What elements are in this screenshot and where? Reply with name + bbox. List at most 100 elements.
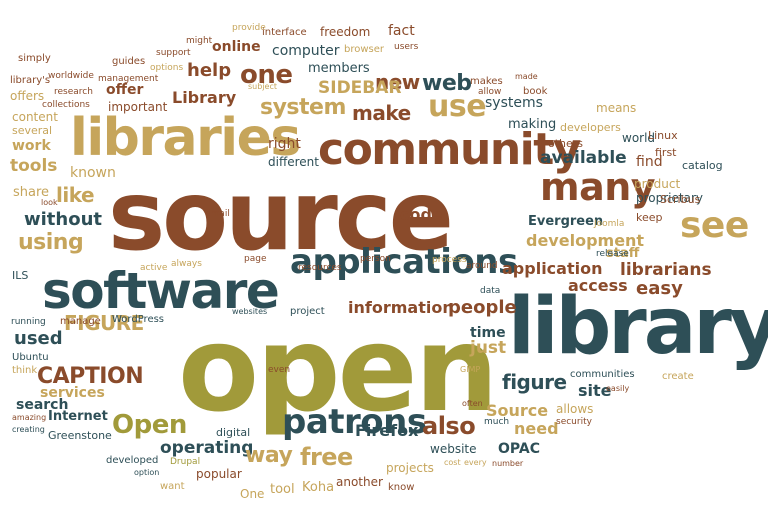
word-ubuntu: Ubuntu	[12, 352, 49, 363]
word-allow: allow	[478, 87, 502, 97]
word-several: several	[12, 124, 53, 137]
word-used: used	[14, 328, 63, 349]
word-people: people	[448, 297, 517, 318]
word-look: look	[41, 198, 58, 207]
word-email: email	[205, 209, 230, 219]
word-communities: communities	[570, 369, 635, 380]
word-management: management	[98, 74, 159, 84]
word-made: made	[515, 72, 538, 81]
word-always: always	[171, 259, 202, 269]
word-web: web	[422, 71, 472, 96]
word-site: site	[578, 381, 612, 400]
word-application: application	[502, 259, 603, 278]
word-source: Source	[486, 401, 549, 420]
word-many: many	[540, 165, 656, 209]
word-figure: FIGURE	[64, 311, 144, 335]
word-often: often	[462, 399, 483, 408]
word-use: use	[428, 89, 487, 124]
word-patrons: patrons	[282, 402, 427, 442]
word-process: process	[432, 255, 467, 265]
word-support: support	[156, 48, 191, 58]
word-freedom: freedom	[320, 25, 371, 39]
word-wordpress: WordPress	[112, 314, 165, 325]
word-manage: manage	[60, 316, 101, 327]
word-scribus: Scribus	[660, 193, 701, 206]
word-browser: browser	[344, 44, 385, 55]
word-without: without	[24, 209, 103, 230]
word-community: community	[318, 124, 581, 175]
word-way: way	[245, 443, 293, 468]
word-online: online	[212, 39, 261, 55]
word-computer: computer	[272, 43, 340, 59]
word-projects: projects	[386, 461, 434, 475]
word-others: others	[548, 137, 584, 150]
word-gimp: GIMP	[460, 365, 481, 374]
word-content: content	[12, 110, 58, 124]
word-popular: popular	[196, 467, 242, 481]
word-members: members	[308, 61, 370, 76]
word-world: world	[622, 131, 656, 145]
word-services: services	[40, 385, 105, 401]
word-important: important	[108, 100, 168, 114]
word-software: software	[42, 262, 280, 320]
word-new: new	[375, 70, 420, 94]
word-allows: allows	[556, 402, 594, 416]
word-share: share	[13, 185, 50, 200]
word-available: available	[540, 148, 627, 168]
word-creating: creating	[12, 425, 45, 434]
word-project: project	[290, 306, 325, 317]
word-data: data	[480, 286, 501, 296]
word-means: means	[596, 101, 637, 115]
word-provide: provide	[232, 23, 266, 33]
word-subject: subject	[248, 82, 277, 91]
word-amazing: amazing	[12, 413, 47, 422]
word-might: might	[186, 36, 213, 46]
word-ils: ILS	[12, 269, 29, 282]
word-guides: guides	[112, 56, 146, 67]
word-open: Open	[112, 410, 187, 440]
word-easy: easy	[636, 278, 683, 299]
word-think: think	[12, 365, 38, 376]
word-access: access	[568, 276, 628, 295]
word-book: book	[523, 86, 548, 97]
word-make: make	[352, 101, 411, 125]
word-library: Library	[172, 88, 237, 107]
word-greenstone: Greenstone	[48, 429, 112, 442]
word-using: using	[18, 230, 84, 255]
word-simply: simply	[18, 53, 51, 64]
word-option: option	[134, 468, 160, 477]
word-every: every	[464, 458, 487, 467]
word-release: release	[596, 249, 629, 259]
word-code: code	[400, 205, 443, 224]
word-person: person	[360, 254, 391, 264]
word-makes: makes	[470, 76, 503, 87]
word-systems: systems	[485, 95, 543, 111]
word-library-s: library's	[10, 75, 51, 86]
word-free: free	[300, 443, 353, 471]
word-library: library	[508, 282, 768, 372]
word-one: One	[240, 487, 265, 501]
word-worldwide: worldwide	[48, 71, 94, 81]
word-developed: developed	[106, 455, 159, 466]
word-offers: offers	[10, 89, 45, 103]
word-drupal: Drupal	[170, 457, 201, 467]
word-page: page	[244, 254, 267, 264]
word-different: different	[268, 155, 319, 169]
word-need: need	[514, 419, 559, 438]
word-keep: keep	[636, 211, 663, 224]
word-linux: Linux	[648, 129, 678, 142]
word-options: options	[150, 63, 184, 73]
word-catalog: catalog	[682, 159, 723, 172]
word-easily: easily	[606, 384, 630, 393]
word-time: time	[470, 325, 506, 341]
word-opac: OPAC	[498, 441, 540, 457]
word-much: much	[484, 417, 510, 427]
word-libraries: libraries	[70, 108, 301, 168]
word-websites: websites	[232, 307, 268, 316]
word-help: help	[187, 60, 232, 81]
word-active: active	[140, 263, 168, 273]
word-development: development	[526, 231, 645, 250]
word-running: running	[11, 317, 46, 327]
word-another: another	[336, 475, 383, 489]
